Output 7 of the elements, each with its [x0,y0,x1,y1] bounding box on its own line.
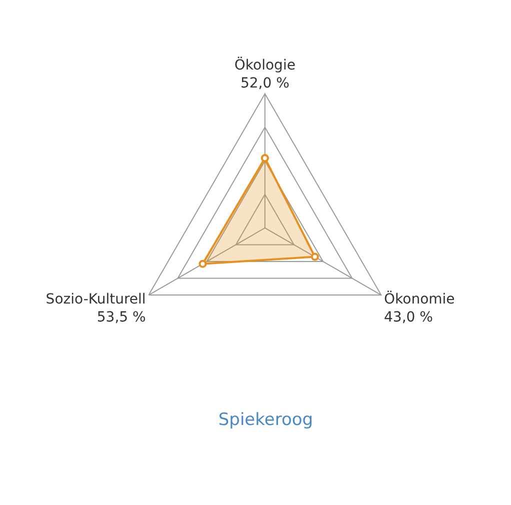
spoke-label: Sozio-Kulturell [46,291,146,308]
spoke-label: Ökonomie [384,290,455,308]
text: Spiekeroog [218,410,314,430]
text: 43,0 % [384,310,433,326]
text: 52,0 % [240,76,290,92]
spoke-label: Ökologie [234,56,296,74]
text: 53,5 % [96,310,146,326]
